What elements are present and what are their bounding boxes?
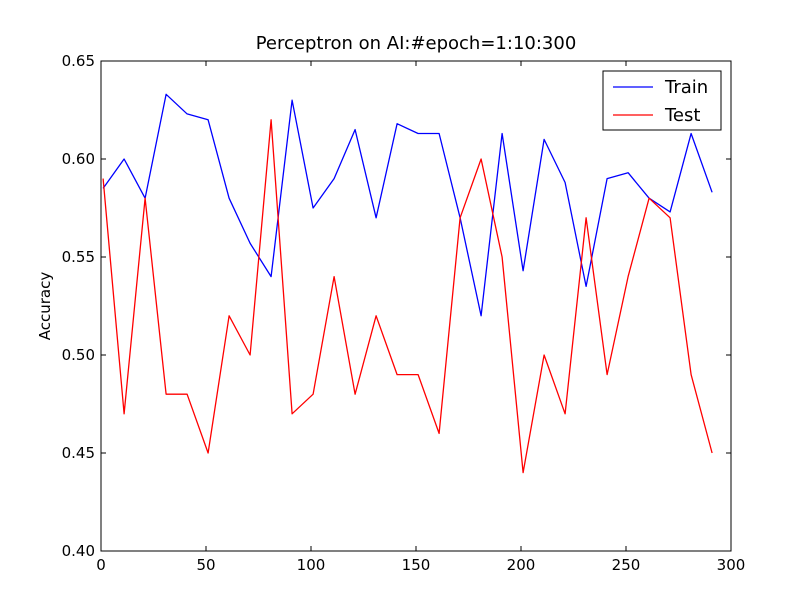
y-tick-label: 0.50 bbox=[62, 346, 95, 364]
legend-label-test: Test bbox=[664, 105, 700, 126]
legend-label-train: Train bbox=[664, 77, 708, 98]
x-tick-label: 100 bbox=[297, 556, 326, 574]
legend-box bbox=[602, 70, 722, 131]
chart-title: Perceptron on AI:#epoch=1:10:300 bbox=[256, 33, 577, 54]
tick-labels-layer: 0 50 100 150 200 250 300 0.40 0.45 0.50 0.55 0.60 0.… bbox=[62, 52, 746, 574]
series-line-test bbox=[102, 119, 713, 474]
lines-layer bbox=[102, 93, 713, 474]
y-tick-label: 0.55 bbox=[62, 248, 95, 266]
legend: Train Test bbox=[602, 70, 722, 131]
x-tick-label: 200 bbox=[507, 556, 536, 574]
y-tick-label: 0.65 bbox=[62, 52, 95, 70]
x-tick-label: 0 bbox=[96, 556, 106, 574]
ticks-layer bbox=[100, 60, 732, 552]
x-tick-label: 300 bbox=[717, 556, 746, 574]
x-tick-label: 150 bbox=[402, 556, 431, 574]
y-tick-label: 0.60 bbox=[62, 150, 95, 168]
y-axis-label: Accuracy bbox=[36, 272, 54, 341]
series-line-train bbox=[102, 93, 713, 317]
x-tick-label: 250 bbox=[612, 556, 641, 574]
y-tick-label: 0.40 bbox=[62, 542, 95, 560]
x-tick-label: 50 bbox=[196, 556, 215, 574]
y-tick-label: 0.45 bbox=[62, 444, 95, 462]
